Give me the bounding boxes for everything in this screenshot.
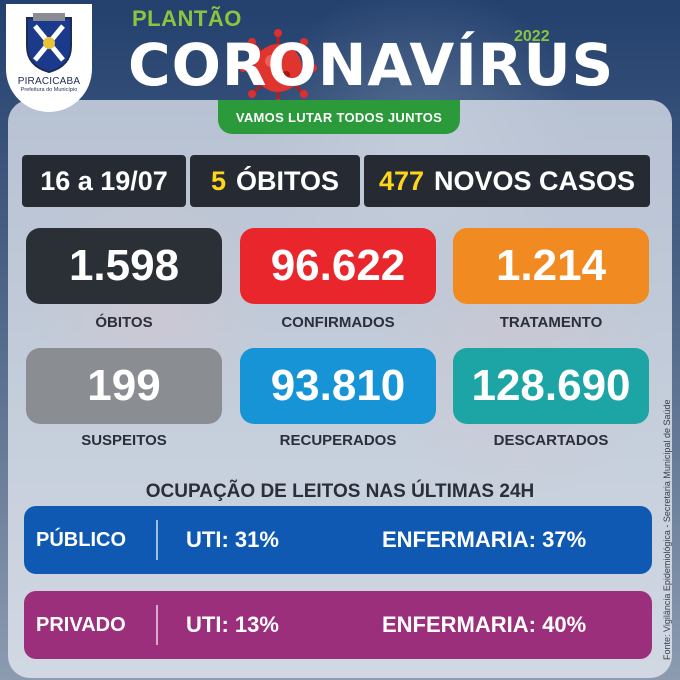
divider xyxy=(156,520,158,560)
stat-label-tratamento: TRATAMENTO xyxy=(499,314,603,331)
bed-type-label: PÚBLICO xyxy=(36,528,126,551)
week-period-text: 16 a 19/07 xyxy=(40,165,168,196)
divider xyxy=(156,605,158,645)
bed-uti-value: UTI: 13% xyxy=(186,612,279,637)
stat-label-recuperados: RECUPERADOS xyxy=(279,432,397,449)
week-period: 16 a 19/07 xyxy=(22,155,186,207)
beds-row-public: PÚBLICO UTI: 31% ENFERMARIA: 37% xyxy=(24,506,652,574)
bed-uti-value: UTI: 31% xyxy=(186,527,279,552)
week-new-cases: 477 NOVOS CASOS xyxy=(364,155,650,207)
page-title: CORONAVÍRUS xyxy=(128,31,615,99)
year-label: 2022 xyxy=(514,28,550,45)
stat-card-suspeitos: 199 xyxy=(26,348,222,424)
stat-label-descartados: DESCARTADOS xyxy=(493,432,609,449)
stat-label-obitos: ÓBITOS xyxy=(95,314,153,331)
city-subtitle: Prefeitura do Município xyxy=(20,87,78,93)
slogan-banner: VAMOS LUTAR TODOS JUNTOS xyxy=(218,100,460,134)
week-deaths-label: ÓBITOS xyxy=(236,165,340,196)
week-deaths: 5 ÓBITOS xyxy=(190,155,360,207)
week-cases-number: 477 xyxy=(378,165,424,196)
stat-card-obitos: 1.598 xyxy=(26,228,222,304)
slogan-text: VAMOS LUTAR TODOS JUNTOS xyxy=(235,109,443,125)
stat-card-descartados: 128.690 xyxy=(453,348,649,424)
city-name: PIRACICABA xyxy=(17,76,81,87)
stat-card-recuperados: 93.810 xyxy=(240,348,436,424)
header: PIRACICABA Prefeitura do Município PLANT… xyxy=(0,0,680,150)
bed-enfermaria-value: ENFERMARIA: 37% xyxy=(382,527,587,552)
bed-enfermaria-value: ENFERMARIA: 40% xyxy=(382,612,587,637)
beds-section-title: OCUPAÇÃO DE LEITOS NAS ÚLTIMAS 24H xyxy=(145,481,535,502)
source-credit: Fonte: Vigilância Epidemiológica - Secre… xyxy=(662,399,672,660)
beds-row-private: PRIVADO UTI: 13% ENFERMARIA: 40% xyxy=(24,591,652,659)
week-cases-label: NOVOS CASOS xyxy=(434,165,636,196)
plantao-label: PLANTÃO xyxy=(132,6,242,31)
bed-type-label: PRIVADO xyxy=(36,613,126,636)
stat-label-suspeitos: SUSPEITOS xyxy=(81,432,167,449)
week-deaths-number: 5 xyxy=(210,165,226,196)
stat-card-tratamento: 1.214 xyxy=(453,228,649,304)
stat-card-confirmados: 96.622 xyxy=(240,228,436,304)
city-logo: PIRACICABA Prefeitura do Município xyxy=(6,4,92,112)
city-crest-icon xyxy=(26,13,72,74)
stat-label-confirmados: CONFIRMADOS xyxy=(281,314,395,331)
